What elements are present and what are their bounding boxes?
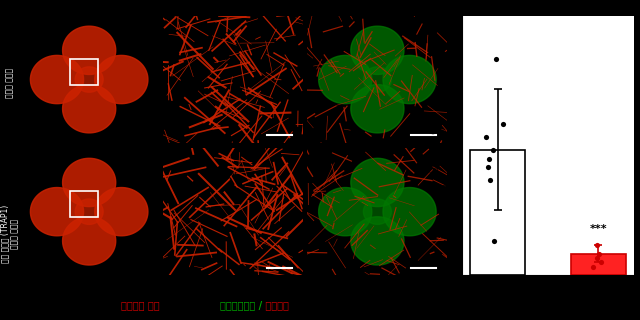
Bar [70,59,97,84]
Polygon shape [95,55,148,104]
Text: 혈관염색: 혈관염색 [262,300,289,310]
Polygon shape [351,26,404,75]
Bar [470,150,525,275]
Polygon shape [351,217,404,265]
Polygon shape [63,26,116,75]
Point [483,164,493,170]
Polygon shape [63,158,116,207]
Text: 산소부족영역 /: 산소부족영역 / [220,300,262,310]
Polygon shape [364,67,392,92]
Polygon shape [63,84,116,133]
Point [489,238,499,243]
Polygon shape [364,199,392,224]
Polygon shape [31,188,84,236]
Point [481,134,491,140]
Polygon shape [383,188,436,236]
Text: 대조군 실험쥐: 대조군 실험쥐 [5,68,14,98]
Point [498,121,508,126]
Polygon shape [31,55,84,104]
Text: 망막혈관 염색: 망막혈관 염색 [122,300,160,310]
Polygon shape [75,67,103,92]
Polygon shape [319,188,372,236]
Point [488,147,498,153]
Point [594,251,604,256]
Point [491,57,501,62]
Point [484,156,494,161]
Polygon shape [383,55,436,104]
Polygon shape [351,84,404,133]
Point [592,255,602,260]
Text: 타겟 유전자 (TRAP1)
제거된 실험쥐: 타겟 유전자 (TRAP1) 제거된 실험쥐 [0,204,19,263]
Point [591,243,602,248]
Bar [70,191,97,217]
Polygon shape [319,55,372,104]
Bar [571,253,626,275]
Polygon shape [63,217,116,265]
Text: ***: *** [589,224,607,234]
Polygon shape [351,158,404,207]
Y-axis label: 산소부족 영역 (%): 산소부족 영역 (%) [429,119,438,172]
Point [588,264,598,269]
Polygon shape [95,188,148,236]
Point [596,260,606,265]
Polygon shape [75,199,103,224]
Point [485,178,495,183]
